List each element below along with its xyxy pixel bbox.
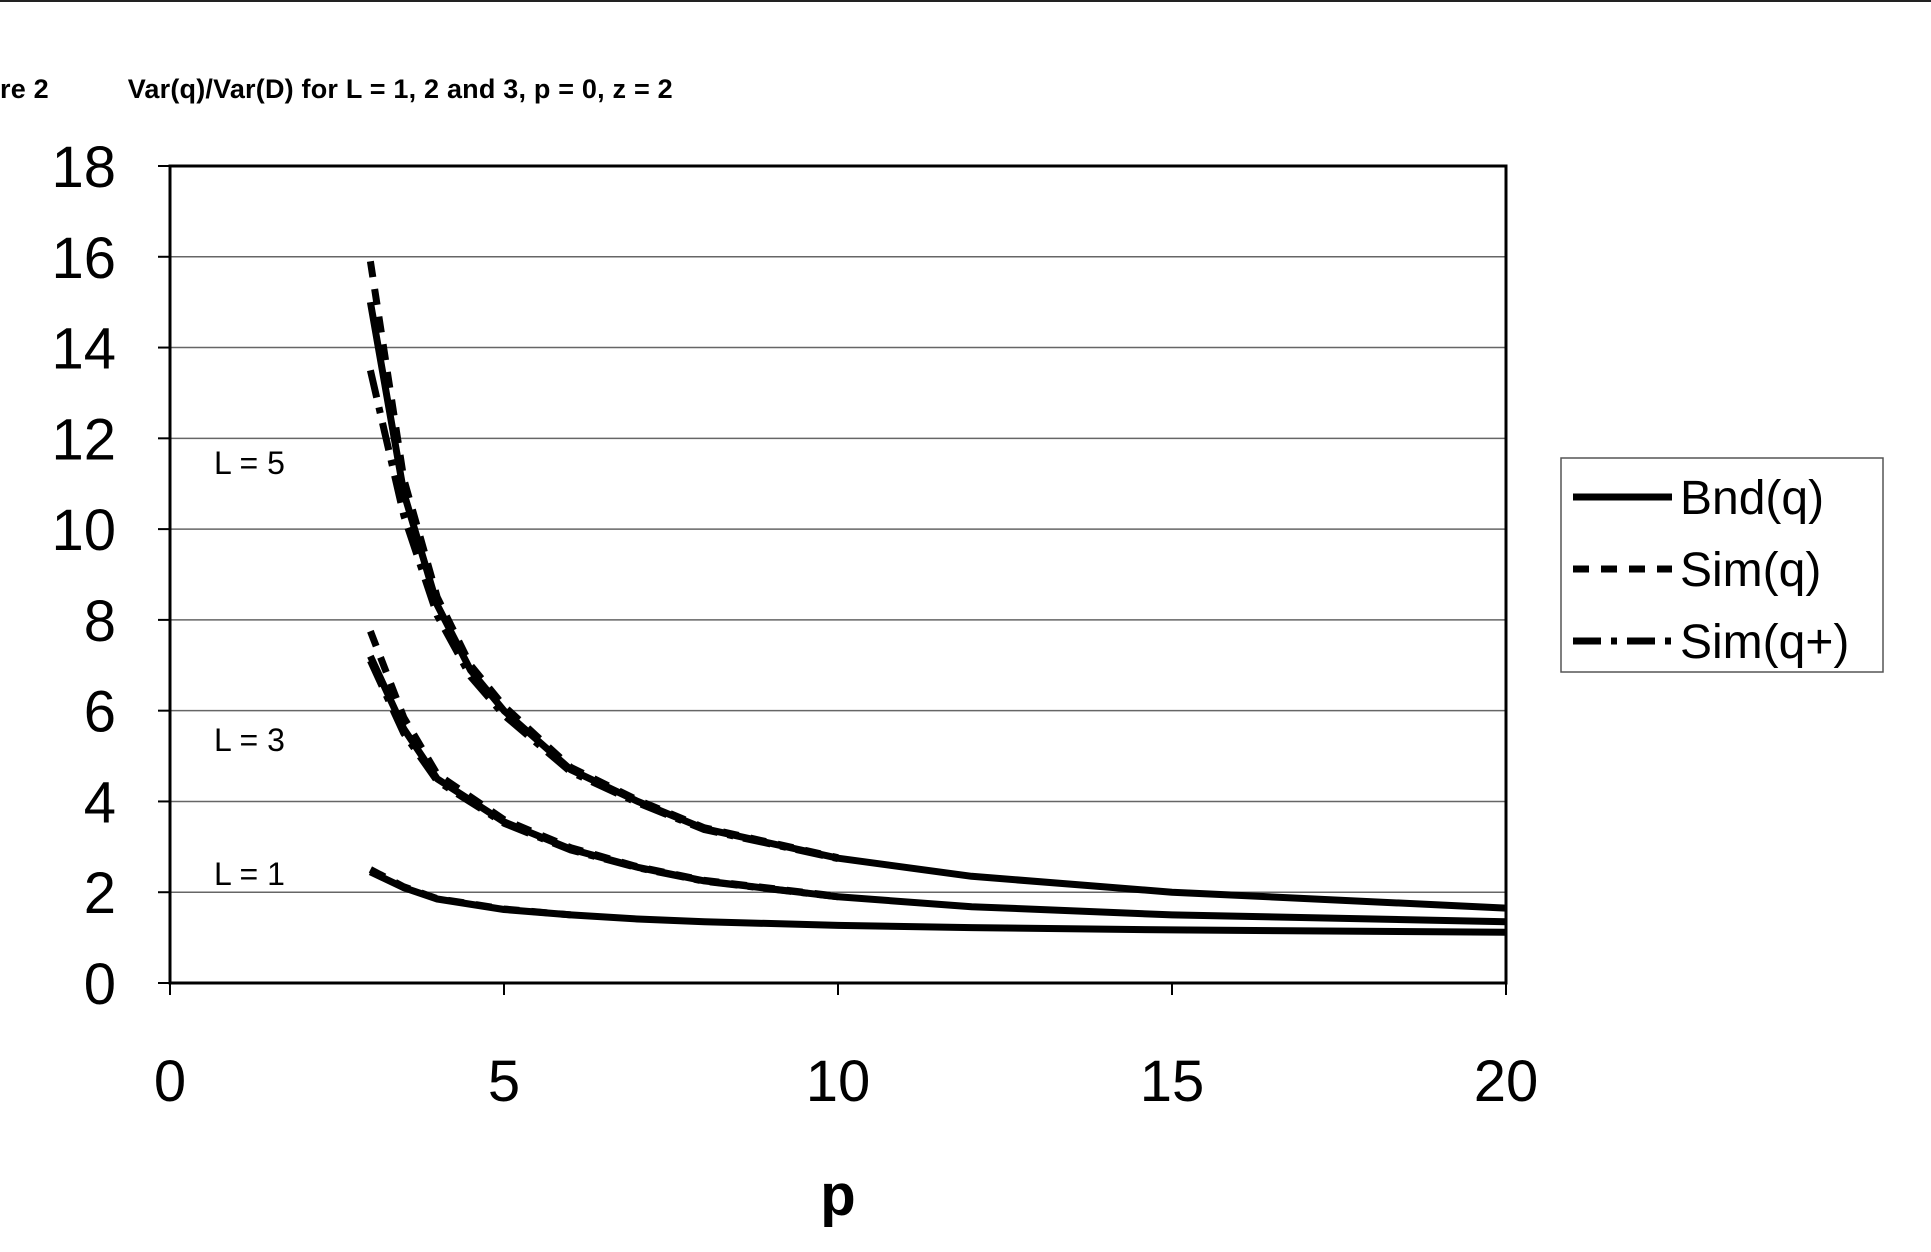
caption-text: Var(q)/Var(D) for L = 1, 2 and 3, p = 0,… [127, 74, 673, 104]
legend-label: Sim(q+) [1680, 616, 1849, 669]
x-tick-label: 10 [806, 1049, 871, 1114]
series-line-l5-solid [366, 301, 1507, 912]
curve-label-l5: L = 5 [214, 445, 285, 481]
curve-labels: L = 5 L = 3 L = 1 [214, 445, 285, 892]
y-tick-label: 6 [84, 680, 116, 745]
y-tick-label: 8 [84, 589, 116, 654]
y-tick-label: 16 [51, 226, 116, 291]
legend-label: Bnd(q) [1680, 472, 1824, 525]
y-tick-label: 14 [51, 317, 116, 382]
figure-number: re 2 [0, 74, 49, 104]
y-tick-label: 10 [51, 498, 116, 563]
x-tick-label: 0 [154, 1049, 186, 1114]
y-tick-label: 0 [84, 952, 116, 1017]
series-line-l3-solid [367, 654, 1507, 926]
figure-caption: re 2 Var(q)/Var(D) for L = 1, 2 and 3, p… [0, 74, 673, 105]
y-tick-label: 4 [84, 770, 116, 835]
series-line-l5-dashed [366, 260, 839, 862]
top-rule [0, 0, 1931, 2]
curve-label-l3: L = 3 [214, 722, 285, 758]
y-axis-ticks: 0 2 4 6 8 10 12 14 16 18 [51, 135, 170, 1017]
x-axis-ticks: 0 5 10 15 20 [154, 983, 1538, 1114]
x-axis-label: p [820, 1163, 855, 1228]
y-tick-label: 2 [84, 861, 116, 926]
y-tick-label: 18 [51, 135, 116, 200]
series-line-l5-dash-dot [366, 369, 839, 863]
curve-label-l1: L = 1 [214, 856, 285, 892]
gridlines [170, 256, 1506, 893]
series-lines [366, 260, 1507, 936]
x-tick-label: 20 [1474, 1049, 1539, 1114]
x-tick-label: 15 [1140, 1049, 1205, 1114]
legend: Bnd(q) Sim(q) Sim(q+) [1560, 457, 1884, 673]
series-line-l3-dashed [367, 629, 839, 900]
y-tick-label: 12 [51, 407, 116, 472]
x-tick-label: 5 [488, 1049, 520, 1114]
legend-label: Sim(q) [1680, 544, 1821, 597]
